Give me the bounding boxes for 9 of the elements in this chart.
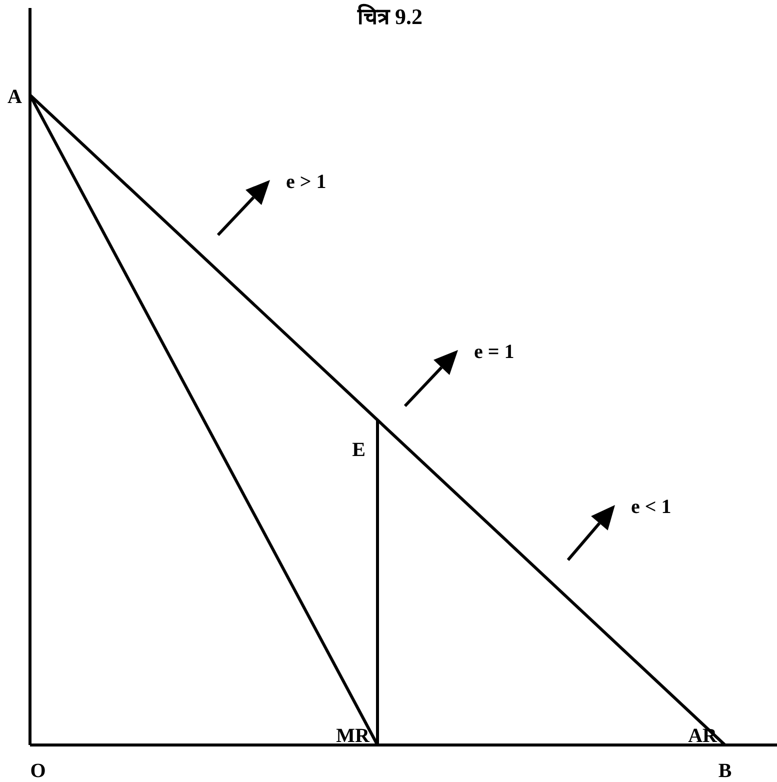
text: O — [30, 760, 46, 782]
annotation: e = 1 — [474, 341, 514, 363]
annotation: E — [352, 439, 366, 461]
series-label: MR — [336, 725, 370, 747]
annotation: e > 1 — [286, 171, 326, 193]
text: B — [718, 760, 732, 782]
chart-title: चित्र 9.2 — [356, 3, 422, 29]
text: A — [8, 86, 23, 108]
annotation: e < 1 — [631, 496, 672, 518]
